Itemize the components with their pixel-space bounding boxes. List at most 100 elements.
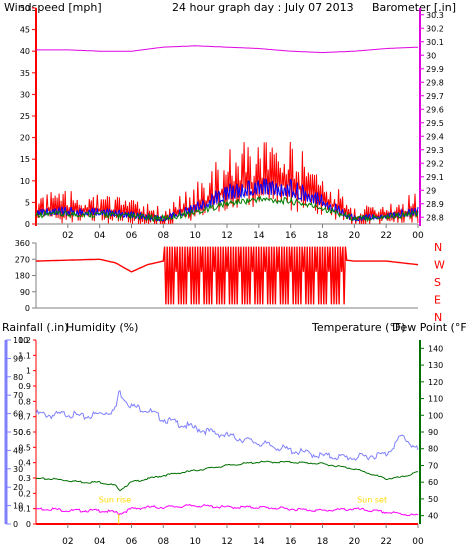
wind-tick-label: 0 [25,220,30,229]
dewpoint-line [35,503,419,517]
humidity-tick-label: 40 [13,446,23,455]
rain-tick-label: 0.7 [18,413,31,422]
rain-tick-label: 0.9 [18,382,31,391]
rain-tick-label: 0.2 [18,489,31,498]
barometer-tick-label: 30.3 [426,11,444,20]
barometer-tick-label: 29.4 [426,132,444,141]
compass-label: E [434,294,441,307]
temperature-tick-label: 120 [428,378,443,387]
temperature-tick-label: 40 [428,512,438,521]
rain-tick-label: 0.5 [18,443,31,452]
barometer-tick-label: 29.5 [426,119,444,128]
x-tick-label: 06 [126,231,138,241]
humidity-tick-label: 100 [13,336,28,345]
wind-direction-line [35,246,419,305]
direction-tick-label: 360 [15,239,30,248]
x-tick-label: 20 [349,231,361,241]
direction-tick-label: 180 [15,272,30,281]
humidity-line [35,390,419,461]
rain-tick-label: 0.6 [18,428,31,437]
x-tick-label: 20 [349,537,361,547]
x-tick-label: 16 [285,231,297,241]
wind-tick-label: 15 [20,155,30,164]
humidity-tick-label: 70 [13,391,23,400]
sunset-label: Sun set [357,495,387,504]
x-tick-label: 06 [126,537,138,547]
wind-tick-label: 35 [20,69,30,78]
barometer-tick-label: 29.1 [426,173,444,182]
dewpoint-title: Dew Point (°F) [392,321,466,334]
x-tick-label: 18 [317,537,329,547]
temperature-tick-label: 60 [428,478,438,487]
barometer-tick-label: 30 [426,51,436,60]
temperature-tick-label: 90 [428,428,438,437]
rain-tick-label: 0 [26,520,31,529]
rain-tick-label: 0.3 [18,474,31,483]
x-tick-label: 12 [221,231,232,241]
direction-tick-label: 270 [15,255,30,264]
wind-tick-label: 45 [20,26,30,35]
humidity-tick-label: 50 [13,428,23,437]
direction-tick-label: 0 [25,304,30,313]
direction-tick-label: 90 [20,288,30,297]
x-tick-label: 00 [412,231,424,241]
rain-tick-label: 1 [26,367,31,376]
rainfall-title: Rainfall (.in) [2,321,69,334]
x-tick-label: 14 [253,231,265,241]
barometer-tick-label: 29 [426,186,436,195]
x-tick-label: 14 [253,537,265,547]
humidity-tick-label: 10 [13,502,23,511]
wind-tick-label: 10 [20,177,30,186]
barometer-tick-label: 29.8 [426,78,444,87]
x-tick-label: 22 [380,231,391,241]
rain-tick-label: 0.1 [18,505,31,514]
wind-tick-label: 50 [20,4,30,13]
windspeed-title: Windspeed [mph] [4,1,102,14]
humidity-title: Humidity (%) [66,321,138,334]
temperature-tick-label: 110 [428,395,443,404]
rain-tick-label: 0.8 [18,397,31,406]
temperature-tick-label: 130 [428,361,443,370]
barometer-tick-label: 29.3 [426,146,444,155]
x-tick-label: 12 [221,537,232,547]
barometer-tick-label: 28.9 [426,200,444,209]
x-tick-label: 08 [158,231,170,241]
humidity-tick-label: 20 [13,483,23,492]
barometer-tick-label: 30.1 [426,38,444,47]
compass-label: N [434,311,442,324]
temperature-tick-label: 100 [428,411,443,420]
temperature-tick-label: 140 [428,344,443,353]
x-tick-label: 16 [285,537,297,547]
x-tick-label: 02 [62,231,73,241]
graph-title: 24 hour graph day : July 07 2013 [172,1,354,14]
humidity-tick-label: 0 [13,520,18,529]
rain-tick-label: 1.1 [18,351,31,360]
rain-tick-label: 1.2 [18,336,31,345]
barometer-tick-label: 29.6 [426,105,444,114]
wind-tick-label: 5 [25,198,30,207]
humidity-tick-label: 30 [13,465,23,474]
wind-tick-label: 20 [20,134,30,143]
rain-tick-label: 0.4 [18,459,31,468]
barometer-tick-label: 29.9 [426,65,444,74]
humidity-tick-label: 60 [13,410,23,419]
windspeed-line [35,141,419,225]
temperature-title: Temperature (°F) [311,321,406,334]
temperature-tick-label: 80 [428,445,438,454]
barometer-tick-label: 29.2 [426,159,444,168]
barometer-line [36,45,418,54]
x-tick-label: 04 [94,537,106,547]
compass-label: W [434,259,445,272]
humidity-tick-label: 90 [13,354,23,363]
x-tick-label: 02 [62,537,73,547]
temperature-line [35,460,419,492]
barometer-tick-label: 28.8 [426,213,444,222]
x-tick-label: 04 [94,231,106,241]
x-tick-label: 08 [158,537,170,547]
x-tick-label: 22 [380,537,391,547]
barometer-tick-label: 29.7 [426,92,444,101]
wind-tick-label: 40 [20,47,30,56]
compass-label: S [434,276,441,289]
x-tick-label: 10 [189,231,201,241]
